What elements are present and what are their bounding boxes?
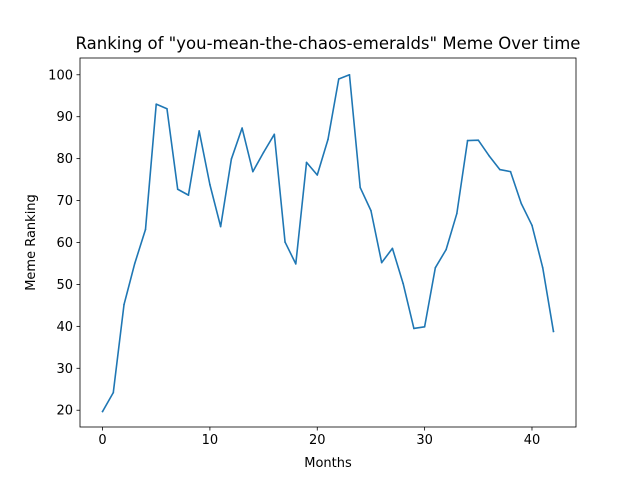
x-tick-label: 10 (202, 433, 219, 448)
y-tick-label: 90 (56, 110, 73, 125)
data-point (466, 139, 469, 142)
data-point (198, 130, 200, 132)
data-point (101, 410, 104, 413)
data-point (552, 330, 555, 333)
plot-area (80, 58, 576, 427)
data-point (241, 127, 243, 129)
data-point (262, 151, 265, 154)
y-tick-label: 20 (56, 404, 73, 419)
data-point (370, 209, 372, 212)
data-point (445, 248, 447, 251)
data-point (284, 241, 286, 243)
x-tick-label: 20 (309, 433, 326, 448)
data-point (348, 73, 351, 76)
data-point (402, 282, 404, 285)
data-point (209, 183, 211, 186)
ticks-layer: 0 10 20 30 40 20 30 40 50 60 70 80 90 100 (48, 68, 540, 448)
y-tick-label: 60 (56, 236, 73, 251)
data-point (337, 78, 340, 80)
data-point (305, 161, 308, 164)
data-point (413, 327, 415, 330)
data-point (359, 186, 362, 189)
data-point (456, 212, 458, 215)
y-tick-label: 80 (56, 152, 73, 167)
data-point (327, 138, 329, 141)
data-point (498, 168, 501, 171)
y-tick-label: 50 (56, 278, 73, 293)
data-point (166, 107, 168, 110)
y-tick-label: 30 (56, 362, 73, 377)
data-point (380, 261, 383, 264)
data-point (112, 391, 115, 394)
data-point (434, 266, 437, 269)
data-point (294, 263, 297, 265)
x-tick-label: 30 (416, 433, 433, 448)
data-point (541, 266, 544, 269)
x-tick-label: 40 (524, 433, 541, 448)
data-point (423, 325, 426, 328)
data-points (101, 73, 555, 413)
data-point (252, 170, 254, 173)
data-point (509, 170, 512, 173)
chart-title: Ranking of "you-mean-the-chaos-emeralds"… (76, 34, 581, 53)
y-tick-label: 70 (56, 194, 73, 209)
data-point (155, 103, 158, 105)
plot-frame (79, 57, 577, 428)
data-point (488, 154, 490, 157)
x-axis-label: Months (304, 456, 352, 471)
data-point (144, 228, 147, 231)
data-point (123, 303, 125, 306)
data-point (531, 224, 533, 227)
data-point (273, 133, 276, 136)
data-point (391, 247, 394, 250)
y-tick-label: 40 (56, 320, 73, 335)
data-point (477, 139, 480, 141)
data-point (219, 225, 222, 228)
data-point (230, 158, 233, 160)
x-tick-label: 0 (98, 433, 106, 448)
data-point (176, 188, 179, 191)
y-axis-label: Meme Ranking (24, 194, 39, 291)
data-point (316, 174, 319, 176)
data-point (520, 202, 523, 205)
data-point (133, 262, 136, 265)
y-tick-label: 100 (48, 68, 73, 83)
data-point (187, 194, 190, 196)
